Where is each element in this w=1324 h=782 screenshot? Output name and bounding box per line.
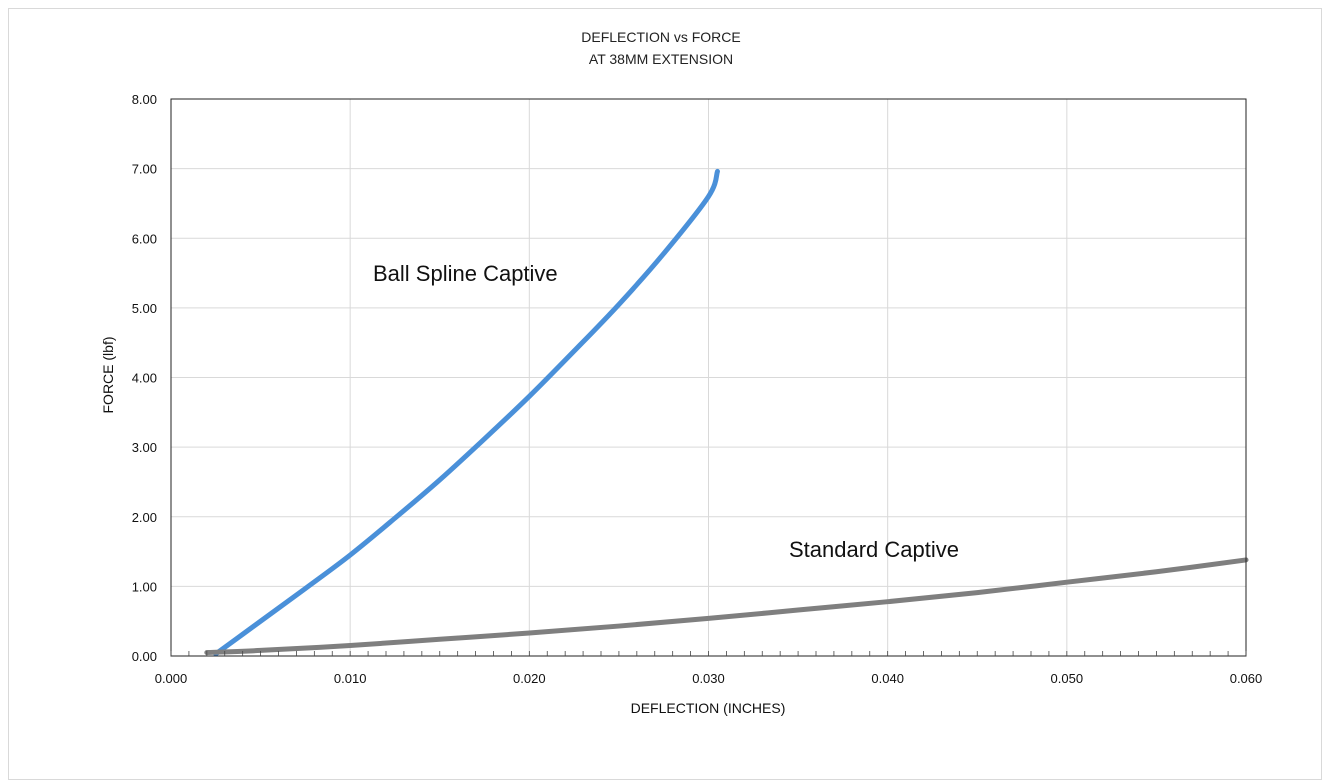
y-tick-label: 1.00 [132, 579, 157, 594]
y-tick-label: 5.00 [132, 301, 157, 316]
y-tick-label: 2.00 [132, 510, 157, 525]
series-label-standard-captive: Standard Captive [789, 537, 959, 562]
y-tick-label: 6.00 [132, 231, 157, 246]
x-tick-label: 0.030 [692, 671, 725, 686]
y-axis-title: FORCE (lbf) [100, 337, 116, 414]
y-tick-label: 3.00 [132, 440, 157, 455]
series-line-ball-spline-captive [213, 168, 720, 657]
y-tick-label: 8.00 [132, 92, 157, 107]
x-tick-label: 0.040 [871, 671, 904, 686]
y-tick-label: 7.00 [132, 162, 157, 177]
x-tick-label: 0.010 [334, 671, 367, 686]
series-lines [204, 168, 1249, 657]
gridlines [171, 99, 1246, 656]
x-axis-minor-ticks [170, 651, 1247, 656]
x-tick-label: 0.050 [1051, 671, 1084, 686]
y-tick-label: 4.00 [132, 371, 157, 386]
tick-labels: 0.000 0.010 0.020 0.030 0.040 0.050 0.060 0.00 1… [132, 92, 1263, 686]
chart-subtitle: AT 38MM EXTENSION [589, 51, 733, 67]
series-line-standard-captive [204, 557, 1249, 656]
x-tick-label: 0.000 [155, 671, 188, 686]
y-tick-label: 0.00 [132, 649, 157, 664]
x-tick-label: 0.020 [513, 671, 546, 686]
x-tick-label: 0.060 [1230, 671, 1263, 686]
series-label-ball-spline-captive: Ball Spline Captive [373, 261, 558, 286]
chart-title: DEFLECTION vs FORCE [581, 29, 740, 45]
x-axis-title: DEFLECTION (INCHES) [631, 700, 786, 716]
